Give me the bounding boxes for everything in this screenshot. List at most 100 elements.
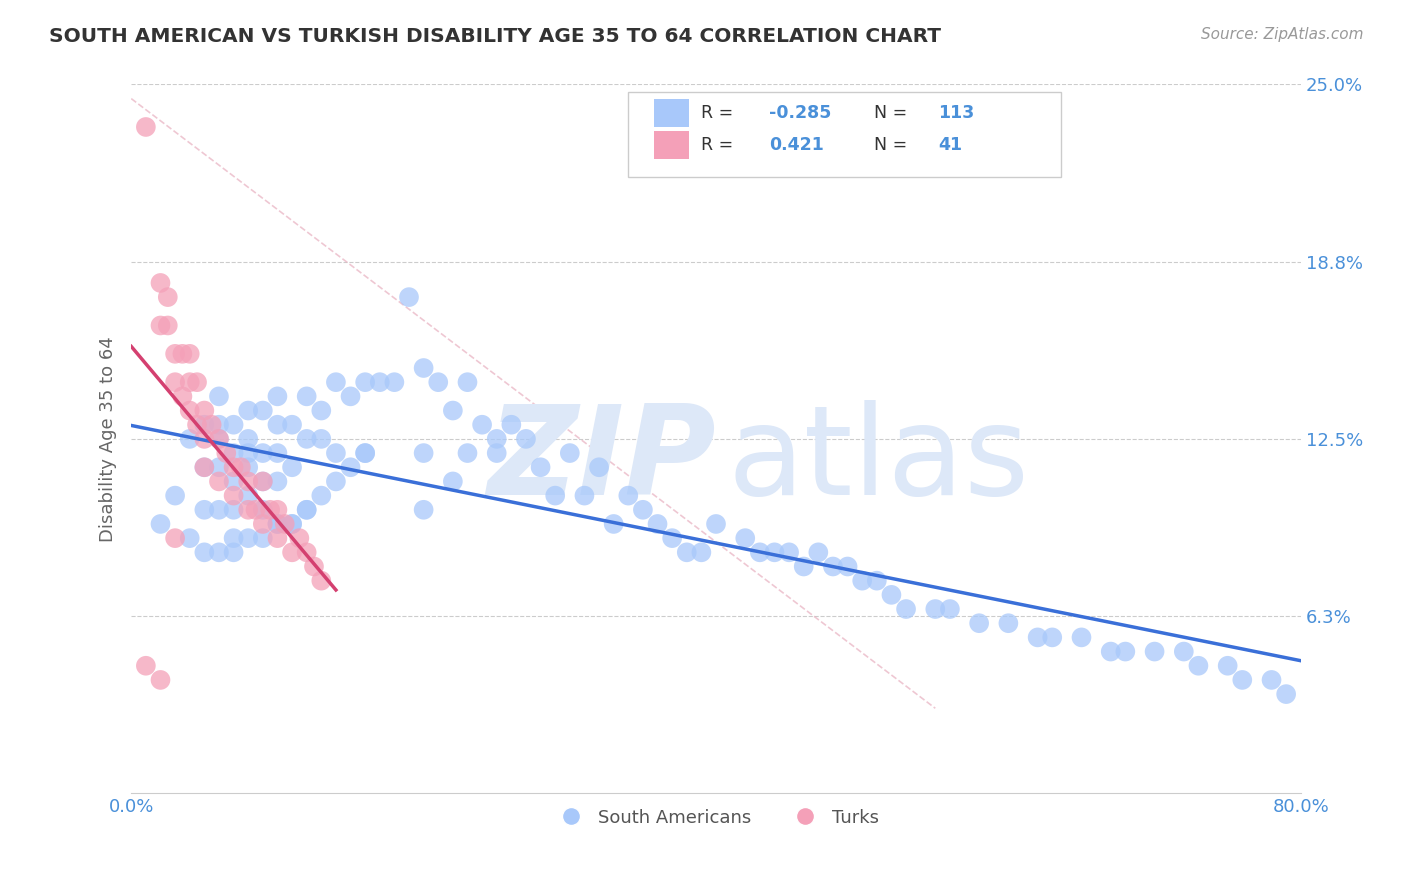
Point <box>456 375 478 389</box>
Text: R =: R = <box>700 136 738 153</box>
Text: N =: N = <box>875 136 912 153</box>
Point <box>186 375 208 389</box>
Point <box>172 347 194 361</box>
Point <box>229 460 252 475</box>
Point <box>602 516 624 531</box>
Point <box>252 403 274 417</box>
Text: SOUTH AMERICAN VS TURKISH DISABILITY AGE 35 TO 64 CORRELATION CHART: SOUTH AMERICAN VS TURKISH DISABILITY AGE… <box>49 27 941 45</box>
Point <box>851 574 873 588</box>
Point <box>441 475 464 489</box>
Point <box>208 432 231 446</box>
Point <box>485 446 508 460</box>
Point <box>193 545 215 559</box>
Point <box>295 389 318 403</box>
Point <box>179 403 201 417</box>
Point <box>288 531 311 545</box>
Point <box>193 503 215 517</box>
Point <box>354 446 377 460</box>
Point <box>186 417 208 432</box>
Point <box>690 545 713 559</box>
Point <box>311 574 333 588</box>
Point <box>778 545 800 559</box>
Point <box>281 545 304 559</box>
Point <box>1260 673 1282 687</box>
Point <box>515 432 537 446</box>
Point <box>398 290 420 304</box>
Point <box>252 475 274 489</box>
Point <box>179 531 201 545</box>
Point <box>295 432 318 446</box>
Point <box>208 389 231 403</box>
Point <box>208 417 231 432</box>
Text: 41: 41 <box>938 136 962 153</box>
Point <box>238 489 260 503</box>
Point <box>222 531 245 545</box>
Point <box>1275 687 1298 701</box>
Point <box>1026 631 1049 645</box>
Point <box>245 503 267 517</box>
Point <box>924 602 946 616</box>
Point <box>1114 644 1136 658</box>
Point <box>165 347 187 361</box>
Point <box>763 545 786 559</box>
Point <box>281 417 304 432</box>
Point <box>311 403 333 417</box>
Point <box>165 489 187 503</box>
Point <box>821 559 844 574</box>
Point <box>222 489 245 503</box>
Point <box>222 417 245 432</box>
Point <box>807 545 830 559</box>
Point <box>238 475 260 489</box>
Point <box>266 389 288 403</box>
Point <box>179 347 201 361</box>
Point <box>266 503 288 517</box>
Point <box>222 475 245 489</box>
Point <box>252 531 274 545</box>
Point <box>208 432 231 446</box>
Point <box>179 432 201 446</box>
Point <box>793 559 815 574</box>
Point <box>259 503 281 517</box>
Point <box>997 616 1019 631</box>
Point <box>135 658 157 673</box>
Point <box>311 432 333 446</box>
Point <box>412 503 434 517</box>
Point <box>339 389 361 403</box>
Point <box>135 120 157 134</box>
Point <box>266 516 288 531</box>
Point <box>1187 658 1209 673</box>
Point <box>252 446 274 460</box>
Point <box>631 503 654 517</box>
Point <box>647 516 669 531</box>
Point <box>501 417 523 432</box>
Point <box>222 460 245 475</box>
Point <box>266 516 288 531</box>
Legend: South Americans, Turks: South Americans, Turks <box>546 802 887 834</box>
Point <box>939 602 962 616</box>
Point <box>441 403 464 417</box>
Point <box>274 516 297 531</box>
Point <box>238 531 260 545</box>
Point <box>266 446 288 460</box>
Point <box>354 375 377 389</box>
Point <box>266 531 288 545</box>
Point <box>302 559 325 574</box>
Point <box>354 446 377 460</box>
Point <box>252 475 274 489</box>
Point <box>1143 644 1166 658</box>
Point <box>384 375 406 389</box>
Point <box>222 446 245 460</box>
Point <box>412 361 434 376</box>
Point <box>1040 631 1063 645</box>
Point <box>201 417 224 432</box>
Text: ZIP: ZIP <box>488 400 716 521</box>
Point <box>471 417 494 432</box>
Point <box>1216 658 1239 673</box>
Point <box>252 516 274 531</box>
Text: Source: ZipAtlas.com: Source: ZipAtlas.com <box>1201 27 1364 42</box>
Point <box>156 290 179 304</box>
Point <box>894 602 917 616</box>
Point <box>193 432 215 446</box>
Point <box>222 545 245 559</box>
Point <box>617 489 640 503</box>
